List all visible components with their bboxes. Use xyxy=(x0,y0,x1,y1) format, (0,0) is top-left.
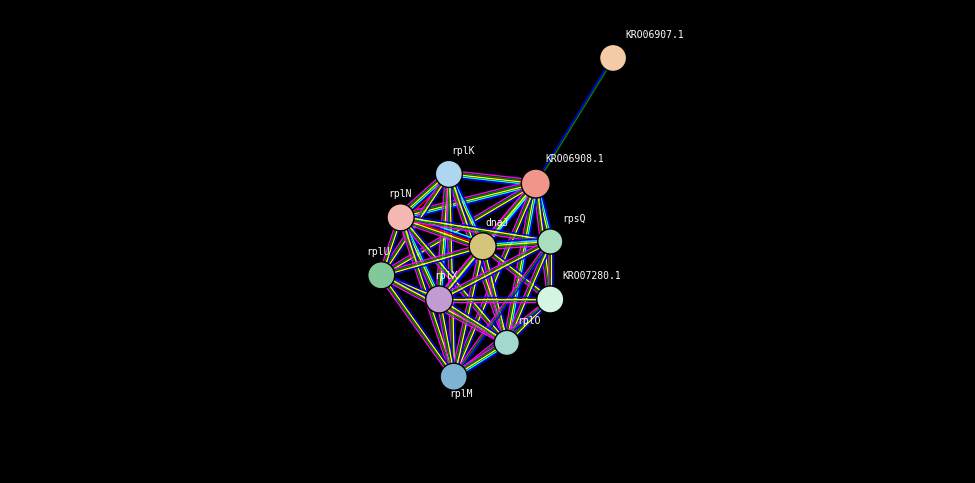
Circle shape xyxy=(368,262,395,289)
Circle shape xyxy=(387,204,414,231)
Text: rplX: rplX xyxy=(435,271,458,281)
Text: KRO07280.1: KRO07280.1 xyxy=(563,271,621,281)
Text: rplU: rplU xyxy=(367,247,390,257)
Circle shape xyxy=(537,286,564,313)
Text: rplM: rplM xyxy=(448,389,472,399)
Circle shape xyxy=(435,160,462,187)
Text: dnaJ: dnaJ xyxy=(486,218,509,228)
Circle shape xyxy=(538,229,563,254)
Circle shape xyxy=(426,286,452,313)
Text: rplN: rplN xyxy=(388,189,412,199)
Text: rpsQ: rpsQ xyxy=(563,214,586,224)
Circle shape xyxy=(522,169,550,198)
Circle shape xyxy=(494,330,520,355)
Text: rplO: rplO xyxy=(518,315,541,326)
Text: KRO06908.1: KRO06908.1 xyxy=(545,154,604,164)
Text: KRO06907.1: KRO06907.1 xyxy=(625,29,683,40)
Circle shape xyxy=(600,44,627,71)
Text: rplK: rplK xyxy=(451,145,475,156)
Circle shape xyxy=(469,233,496,260)
Circle shape xyxy=(440,363,467,390)
